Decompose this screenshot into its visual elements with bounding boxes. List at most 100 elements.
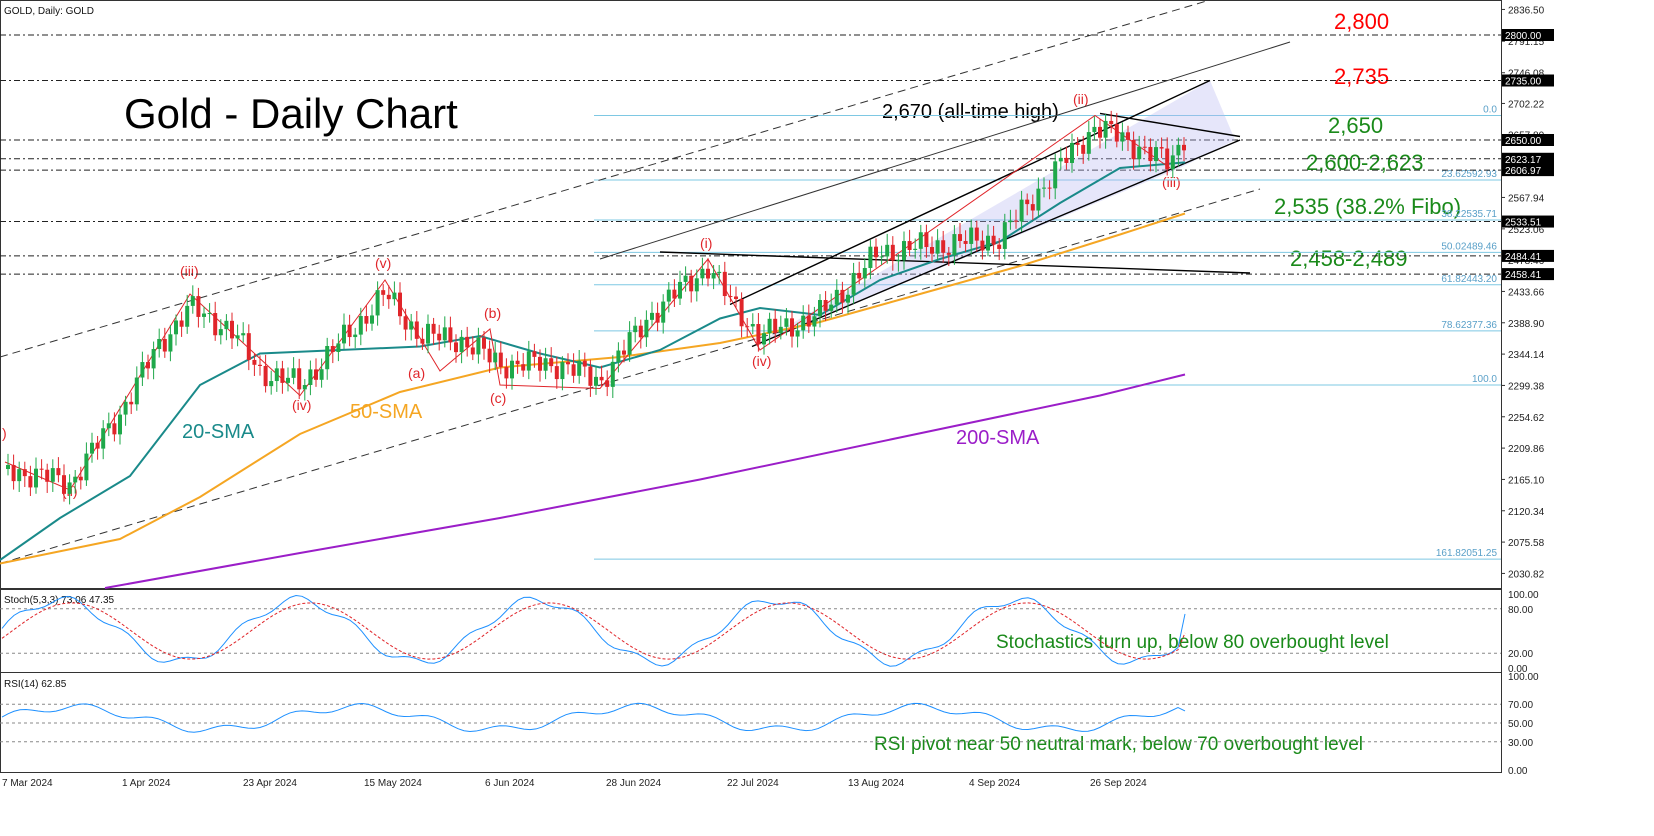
candle-body: [818, 300, 822, 317]
candle-body: [773, 318, 778, 334]
candle-body: [823, 300, 828, 311]
stoch-y-tick-label: 100.00: [1508, 590, 1539, 601]
candle-body: [650, 312, 654, 320]
candle-body: [633, 325, 638, 333]
candle-body: [1070, 142, 1074, 163]
stoch-annotation: Stochastics turn up, below 80 overbought…: [996, 632, 1389, 653]
candle-body: [78, 476, 83, 481]
candle-body: [246, 333, 251, 360]
candle-body: [778, 326, 783, 334]
candle-body: [1137, 146, 1142, 160]
candle-body: [1086, 132, 1091, 154]
candle-body: [157, 338, 162, 350]
candle-body: [790, 318, 794, 337]
rsi-y-tick-label: 30.00: [1508, 738, 1533, 749]
candle-body: [291, 368, 296, 378]
candle-body: [274, 368, 279, 382]
candle-body: [801, 315, 806, 331]
candle-body: [90, 442, 94, 454]
sma20-label: 20-SMA: [182, 421, 255, 443]
candle-body: [1159, 147, 1164, 149]
rsi-line: [1, 702, 1186, 733]
candle-body: [997, 244, 1002, 249]
candle-body: [56, 468, 61, 476]
candle-body: [1148, 146, 1153, 162]
candle-body: [493, 352, 498, 363]
candle-body: [851, 272, 856, 295]
candle-body: [482, 337, 486, 349]
level-2800-label: 2,800: [1334, 9, 1389, 34]
candle-body: [370, 315, 374, 324]
price-tag-box: [1502, 74, 1554, 87]
candle-body: [980, 240, 985, 251]
candle-body: [17, 469, 22, 482]
candle-body: [538, 356, 542, 371]
candle-body: [375, 290, 380, 316]
fibonacci-label: 100.0: [1472, 374, 1497, 385]
candle-body: [1109, 120, 1114, 125]
candle-body: [504, 367, 509, 379]
candle-body: [846, 294, 850, 303]
candle-body: [1008, 220, 1013, 223]
candle-body: [700, 268, 705, 279]
rsi-y-tick-label: 100.00: [1508, 672, 1539, 683]
x-tick-label: 13 Aug 2024: [848, 778, 905, 789]
candle-body: [140, 362, 145, 378]
candle-body: [302, 384, 307, 390]
candle-body: [946, 252, 951, 255]
candle-body: [190, 296, 195, 306]
candle-body: [834, 289, 839, 305]
sma50-label: 50-SMA: [350, 401, 423, 423]
candle-body: [930, 247, 934, 254]
y-tick-label: 2209.86: [1508, 444, 1545, 455]
candle-body: [918, 232, 923, 249]
x-tick-label: 15 May 2024: [364, 778, 422, 789]
candle-body: [403, 316, 408, 330]
candle-body: [806, 315, 811, 327]
candle-body: [162, 338, 167, 352]
candle-body: [386, 294, 391, 300]
level-2735-label: 2,735: [1334, 64, 1389, 89]
candle-body: [655, 312, 660, 323]
candle-body: [470, 347, 475, 355]
wave-label: ): [2, 425, 7, 441]
wave-label: (ii): [1073, 91, 1089, 107]
candle-body: [874, 246, 878, 258]
fibonacci-label: 50.02489.46: [1441, 241, 1497, 252]
candle-body: [1075, 142, 1080, 145]
candle-body: [459, 336, 464, 353]
candle-body: [487, 348, 492, 363]
horizontal-trendline: [659, 251, 1251, 274]
candle-body: [67, 482, 72, 494]
candle-body: [258, 364, 262, 366]
y-tick-label: 2165.10: [1508, 475, 1545, 486]
x-tick-label: 22 Jul 2024: [727, 778, 779, 789]
candle-body: [420, 338, 425, 344]
candle-body: [1019, 199, 1024, 222]
wave-label: (i): [700, 235, 712, 251]
mid-upper-line: [599, 41, 1291, 260]
x-tick-label: 6 Jun 2024: [485, 778, 535, 789]
candle-body: [174, 320, 178, 335]
candle-body: [1047, 187, 1052, 189]
candle-body: [784, 318, 789, 327]
candle-body: [952, 234, 957, 255]
candle-body: [34, 468, 38, 488]
wave-label: (b): [484, 305, 501, 321]
candle-body: [599, 376, 604, 381]
sma200-label: 200-SMA: [956, 427, 1040, 449]
price-tag-label: 2623.17: [1505, 155, 1542, 166]
level-2458-2489-label: 2,458-2,489: [1290, 246, 1407, 271]
x-tick-label: 26 Sep 2024: [1090, 778, 1147, 789]
candle-body: [218, 329, 223, 336]
candle-body: [112, 423, 117, 435]
candle-body: [722, 271, 727, 297]
candle-body: [666, 289, 671, 302]
rsi-header: RSI(14) 62.85: [4, 679, 67, 690]
sma200-line: [104, 373, 1186, 589]
wave-label: (v): [375, 255, 391, 271]
candle-body: [734, 296, 738, 299]
fibonacci-label: 161.82051.25: [1436, 548, 1498, 559]
fibonacci-label: 61.82443.20: [1441, 274, 1497, 285]
candle-body: [515, 360, 520, 365]
